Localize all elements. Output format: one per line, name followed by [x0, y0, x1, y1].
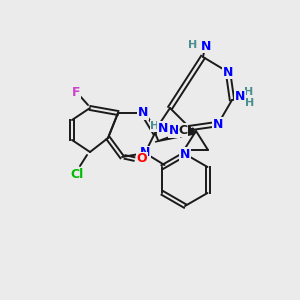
Text: H: H [188, 40, 198, 50]
Text: H: H [245, 98, 255, 108]
Text: H: H [244, 87, 253, 97]
Text: O: O [137, 152, 147, 166]
Text: N: N [169, 124, 179, 137]
Text: N: N [140, 146, 150, 160]
Text: C: C [178, 124, 188, 136]
Text: H: H [150, 121, 160, 131]
Text: N: N [223, 65, 233, 79]
Text: N: N [235, 91, 245, 103]
Text: N: N [180, 148, 190, 160]
Text: N: N [213, 118, 223, 130]
Polygon shape [155, 128, 195, 142]
Text: N: N [158, 122, 168, 134]
Text: N: N [138, 106, 148, 119]
Text: F: F [72, 85, 80, 98]
Text: N: N [201, 40, 211, 52]
Text: Cl: Cl [70, 167, 84, 181]
